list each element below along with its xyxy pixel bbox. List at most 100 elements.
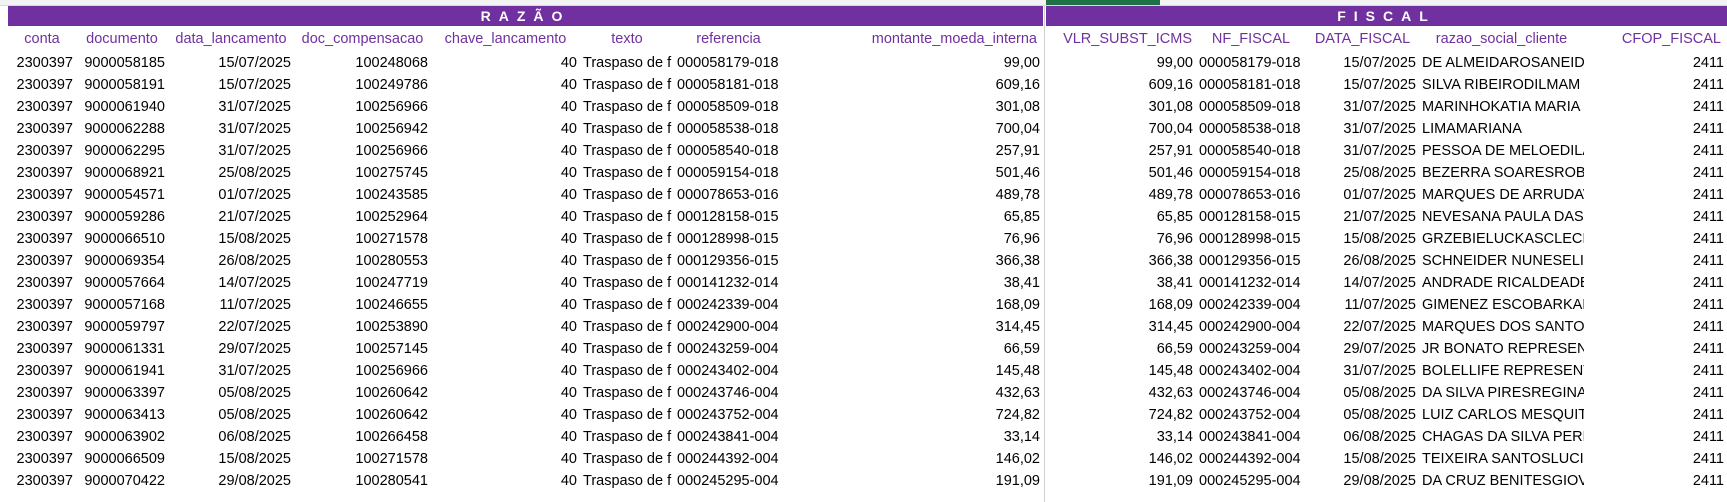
cell-data-fiscal[interactable]: 29/08/2025 (1343, 473, 1416, 489)
cell-doc-compensacao[interactable]: 100256966 (355, 143, 428, 159)
cell-chave-lancamento[interactable]: 40 (560, 99, 577, 115)
cell-montante-moeda-interna[interactable]: 301,08 (995, 99, 1040, 115)
cell-texto[interactable]: Traspaso de f (583, 77, 672, 93)
cell-montante-moeda-interna[interactable]: 168,09 (995, 297, 1040, 313)
cell-cfop-fiscal[interactable]: 2411 (1692, 407, 1724, 423)
cell-data-lancamento[interactable]: 26/08/2025 (218, 253, 291, 269)
cell-texto[interactable]: Traspaso de f (583, 165, 672, 181)
cell-vlr-subst-icms[interactable]: 314,45 (1148, 319, 1193, 335)
cell-vlr-subst-icms[interactable]: 38,41 (1156, 275, 1193, 291)
cell-chave-lancamento[interactable]: 40 (560, 143, 577, 159)
cell-cfop-fiscal[interactable]: 2411 (1692, 297, 1724, 313)
cell-documento[interactable]: 9000058191 (84, 77, 165, 93)
cell-doc-compensacao[interactable]: 100247719 (355, 275, 428, 291)
cell-montante-moeda-interna[interactable]: 38,41 (1003, 275, 1040, 291)
col-header-referencia[interactable]: referencia (696, 31, 761, 47)
cell-data-lancamento[interactable]: 22/07/2025 (218, 319, 291, 335)
cell-doc-compensacao[interactable]: 100256966 (355, 99, 428, 115)
cell-cfop-fiscal[interactable]: 2411 (1692, 429, 1724, 445)
cell-documento[interactable]: 9000066510 (84, 231, 165, 247)
cell-conta[interactable]: 2300397 (16, 297, 73, 313)
cell-nf-fiscal[interactable]: 000243752-004 (1199, 407, 1301, 423)
col-header-vlr-subst-icms[interactable]: VLR_SUBST_ICMS (1063, 31, 1192, 47)
cell-documento[interactable]: 9000058185 (84, 55, 165, 71)
cell-documento[interactable]: 9000059286 (84, 209, 165, 225)
col-header-cfop-fiscal[interactable]: CFOP_FISCAL (1621, 31, 1721, 47)
cell-chave-lancamento[interactable]: 40 (560, 275, 577, 291)
cell-data-lancamento[interactable]: 14/07/2025 (218, 275, 291, 291)
cell-chave-lancamento[interactable]: 40 (560, 473, 577, 489)
cell-nf-fiscal[interactable]: 000242900-004 (1199, 319, 1301, 335)
cell-documento[interactable]: 9000061940 (84, 99, 165, 115)
cell-vlr-subst-icms[interactable]: 301,08 (1148, 99, 1193, 115)
cell-razao-social-cliente[interactable]: LIMAMARIANA (1422, 121, 1522, 137)
cell-texto[interactable]: Traspaso de f (583, 385, 672, 401)
cell-razao-social-cliente[interactable]: PESSOA DE MELOEDILAN (1422, 143, 1584, 159)
cell-cfop-fiscal[interactable]: 2411 (1692, 473, 1724, 489)
cell-texto[interactable]: Traspaso de f (583, 319, 672, 335)
cell-vlr-subst-icms[interactable]: 501,46 (1148, 165, 1193, 181)
cell-vlr-subst-icms[interactable]: 609,16 (1148, 77, 1193, 93)
cell-chave-lancamento[interactable]: 40 (560, 429, 577, 445)
col-header-data-lancamento[interactable]: data_lancamento (175, 31, 287, 47)
cell-data-fiscal[interactable]: 01/07/2025 (1343, 187, 1416, 203)
cell-documento[interactable]: 9000059797 (84, 319, 165, 335)
cell-razao-social-cliente[interactable]: DE ALMEIDAROSANEIDE (1422, 55, 1584, 71)
cell-chave-lancamento[interactable]: 40 (560, 297, 577, 313)
cell-data-lancamento[interactable]: 05/08/2025 (218, 385, 291, 401)
cell-conta[interactable]: 2300397 (16, 363, 73, 379)
cell-conta[interactable]: 2300397 (16, 385, 73, 401)
cell-data-lancamento[interactable]: 06/08/2025 (218, 429, 291, 445)
cell-texto[interactable]: Traspaso de f (583, 363, 672, 379)
cell-chave-lancamento[interactable]: 40 (560, 363, 577, 379)
cell-data-fiscal[interactable]: 26/08/2025 (1343, 253, 1416, 269)
cell-texto[interactable]: Traspaso de f (583, 209, 672, 225)
cell-referencia[interactable]: 000058509-018 (677, 99, 779, 115)
cell-documento[interactable]: 9000068921 (84, 165, 165, 181)
cell-data-fiscal[interactable]: 06/08/2025 (1343, 429, 1416, 445)
cell-texto[interactable]: Traspaso de f (583, 55, 672, 71)
cell-nf-fiscal[interactable]: 000128998-015 (1199, 231, 1301, 247)
cell-referencia[interactable]: 000243752-004 (677, 407, 779, 423)
cell-nf-fiscal[interactable]: 000243746-004 (1199, 385, 1301, 401)
cell-nf-fiscal[interactable]: 000058540-018 (1199, 143, 1301, 159)
cell-referencia[interactable]: 000078653-016 (677, 187, 779, 203)
cell-nf-fiscal[interactable]: 000243259-004 (1199, 341, 1301, 357)
cell-conta[interactable]: 2300397 (16, 341, 73, 357)
cell-data-lancamento[interactable]: 29/08/2025 (218, 473, 291, 489)
cell-nf-fiscal[interactable]: 000058179-018 (1199, 55, 1301, 71)
cell-data-fiscal[interactable]: 05/08/2025 (1343, 385, 1416, 401)
cell-referencia[interactable]: 000243841-004 (677, 429, 779, 445)
cell-razao-social-cliente[interactable]: JR BONATO REPRESENTA (1422, 341, 1584, 357)
cell-montante-moeda-interna[interactable]: 33,14 (1003, 429, 1040, 445)
cell-doc-compensacao[interactable]: 100257145 (355, 341, 428, 357)
cell-nf-fiscal[interactable]: 000128158-015 (1199, 209, 1301, 225)
cell-data-lancamento[interactable]: 05/08/2025 (218, 407, 291, 423)
cell-doc-compensacao[interactable]: 100243585 (355, 187, 428, 203)
cell-montante-moeda-interna[interactable]: 489,78 (995, 187, 1040, 203)
cell-vlr-subst-icms[interactable]: 145,48 (1148, 363, 1193, 379)
cell-montante-moeda-interna[interactable]: 724,82 (995, 407, 1040, 423)
cell-data-fiscal[interactable]: 15/08/2025 (1343, 231, 1416, 247)
cell-nf-fiscal[interactable]: 000058538-018 (1199, 121, 1301, 137)
cell-chave-lancamento[interactable]: 40 (560, 385, 577, 401)
cell-chave-lancamento[interactable]: 40 (560, 231, 577, 247)
cell-referencia[interactable]: 000129356-015 (677, 253, 779, 269)
cell-data-fiscal[interactable]: 15/07/2025 (1343, 55, 1416, 71)
cell-texto[interactable]: Traspaso de f (583, 473, 672, 489)
cell-documento[interactable]: 9000062288 (84, 121, 165, 137)
cell-cfop-fiscal[interactable]: 2411 (1692, 99, 1724, 115)
cell-cfop-fiscal[interactable]: 2411 (1692, 275, 1724, 291)
cell-vlr-subst-icms[interactable]: 146,02 (1148, 451, 1193, 467)
razao-section-header[interactable]: RAZÃO (8, 6, 1043, 26)
cell-cfop-fiscal[interactable]: 2411 (1692, 363, 1724, 379)
cell-doc-compensacao[interactable]: 100252964 (355, 209, 428, 225)
cell-chave-lancamento[interactable]: 40 (560, 187, 577, 203)
cell-cfop-fiscal[interactable]: 2411 (1692, 253, 1724, 269)
cell-chave-lancamento[interactable]: 40 (560, 341, 577, 357)
cell-razao-social-cliente[interactable]: CHAGAS DA SILVA PEREI (1422, 429, 1584, 445)
cell-conta[interactable]: 2300397 (16, 55, 73, 71)
cell-referencia[interactable]: 000058540-018 (677, 143, 779, 159)
cell-razao-social-cliente[interactable]: DA SILVA PIRESREGINA (1422, 385, 1584, 401)
cell-texto[interactable]: Traspaso de f (583, 297, 672, 313)
